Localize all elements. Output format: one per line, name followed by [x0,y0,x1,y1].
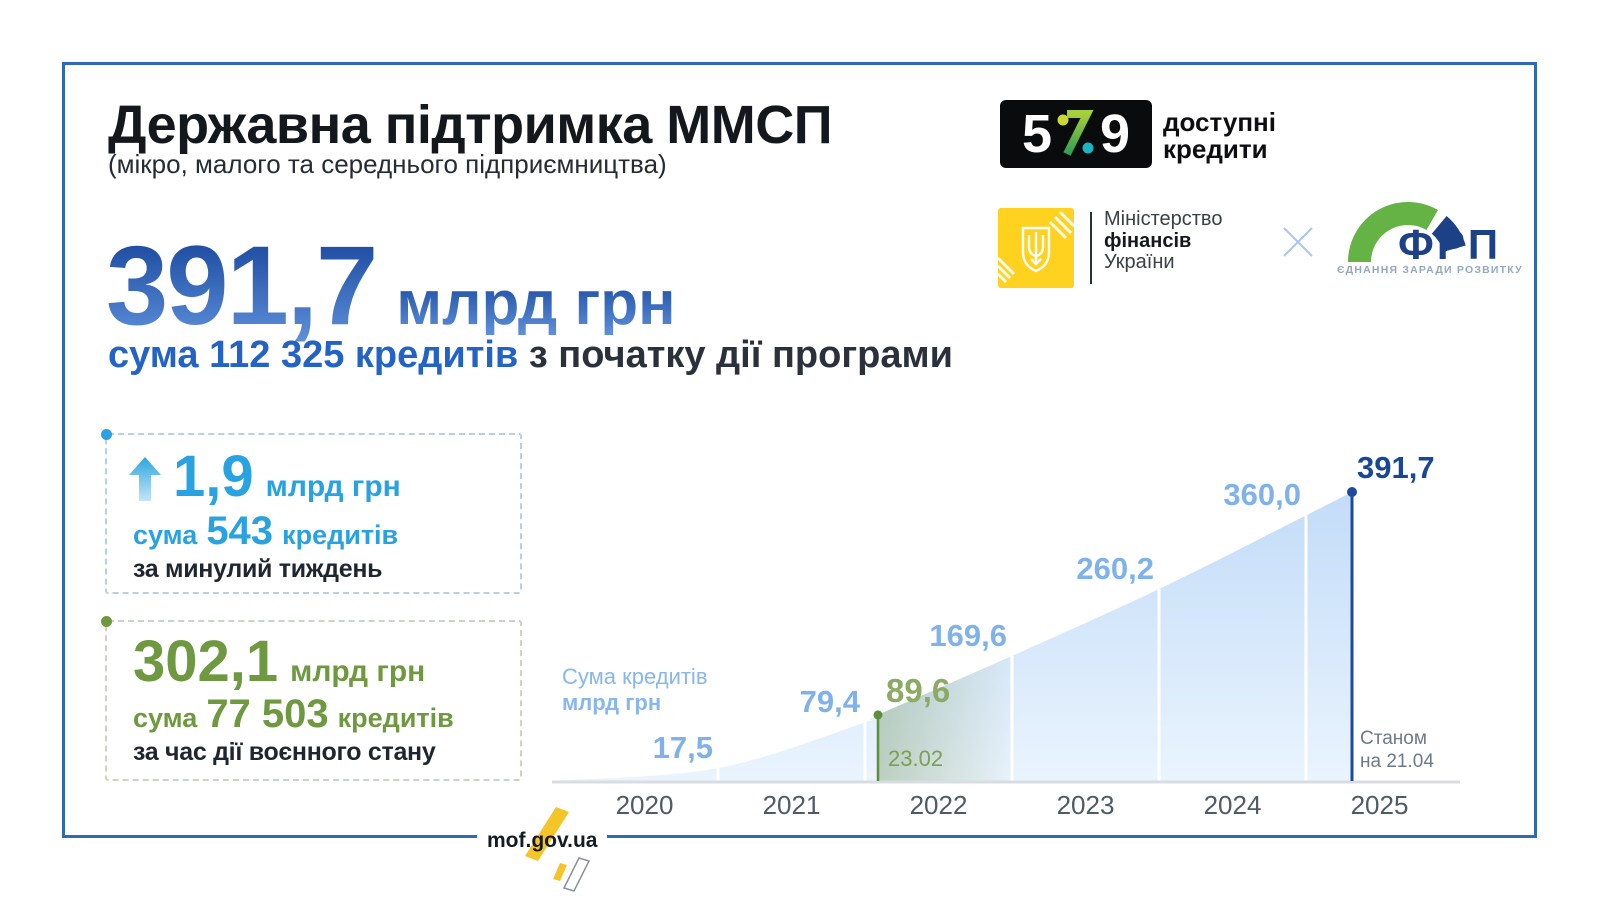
total-amount: 391,7 [106,223,378,348]
program-caption-line2: кредити [1163,134,1268,164]
ministry-emblem [996,208,1076,288]
wartime-loans-prefix: сума [133,703,198,733]
chart-legend-line2: млрд грн [562,690,662,715]
as-of-label: Станом на 21.04 [1360,727,1434,773]
logo-digit-9: 9 [1100,104,1131,164]
ministry-name-line2: фінансів [1104,229,1192,252]
total-amount-unit: млрд грн [396,269,676,338]
total-loans-word: кредитів [354,334,519,376]
ministry-name: Міністерство фінансів України [1104,208,1223,274]
wartime-loans-word: кредитів [337,703,454,733]
frp-arch-icon [1348,201,1466,262]
program-caption: доступні кредити [1163,109,1276,163]
war-date-label: 23.02 [888,746,944,771]
frp-tagline: ЄДНАННЯ ЗАРАДИ РОЗВИТКУ [1337,264,1523,276]
as-of-line2: на 21.04 [1360,751,1434,772]
trident-icon [996,210,1076,284]
x-separator-icon [1283,227,1313,257]
logo-digit-5: 5 [1021,104,1052,164]
card-corner-dot [101,616,112,627]
wartime-amount-row: 302,1 млрд грн [133,630,425,694]
wartime-period: за час дії воєнного стану [133,738,436,766]
page-title: Державна підтримка ММСП [108,95,833,155]
weekly-loans-count: 543 [206,509,274,553]
frame-border [62,62,1537,838]
program-caption-line1: доступні [1163,107,1276,137]
weekly-stats-card: 1,9 млрд грн сума 543 кредитів за минули… [101,429,522,594]
weekly-amount: 1,9 [173,444,254,509]
chart-legend-line1: Сума кредитів [562,664,708,689]
total-loans-prefix: сума [108,334,199,376]
total-loans-count: 112 325 [209,334,345,376]
weekly-amount-row: 1,9 млрд грн [173,445,401,509]
card-corner-dot [101,429,112,440]
wartime-loans-count: 77 503 [206,692,329,736]
total-loans-line: сума 112 325 кредитів з початку дії прог… [108,334,953,377]
total-amount-row: 391,7 млрд грн [106,230,676,342]
program-579-logo: 5 9 [1000,100,1152,168]
mof-logo-icon [525,807,591,892]
weekly-loans-word: кредитів [282,520,399,550]
weekly-period: за минулий тиждень [133,555,383,583]
as-of-line1: Станом [1360,728,1427,749]
weekly-unit: млрд грн [265,470,401,503]
weekly-loans-prefix: сума [133,520,198,550]
percent-seven-icon [1057,110,1094,156]
ministry-divider [1090,212,1092,284]
page-subtitle: (мікро, малого та середнього підприємниц… [108,149,667,179]
wartime-loans-row: сума 77 503 кредитів [133,692,454,737]
ministry-name-line1: Міністерство [1104,208,1223,230]
mof-site-link[interactable]: mof.gov.ua [487,829,598,852]
wartime-unit: млрд грн [290,655,426,688]
wartime-stats-card: 302,1 млрд грн сума 77 503 кредитів за ч… [101,616,522,781]
weekly-loans-row: сума 543 кредитів [133,509,398,554]
arrow-up-icon [129,457,161,501]
ministry-name-line3: України [1104,251,1175,273]
chart-legend: Сума кредитів млрд грн [562,664,708,716]
wartime-amount: 302,1 [133,629,279,694]
total-loans-suffix: з початку дії програми [528,334,953,376]
frp-abbr: ФРП [1398,221,1502,268]
